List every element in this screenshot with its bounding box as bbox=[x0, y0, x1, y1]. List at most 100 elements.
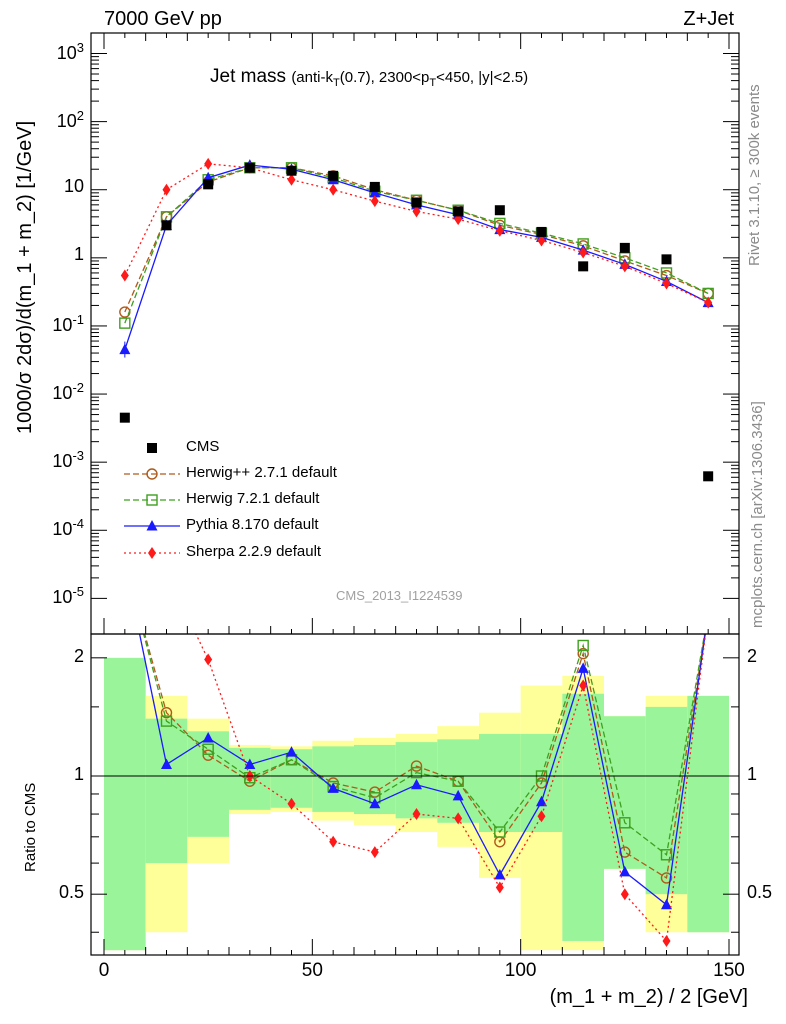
ratio-y-axis-label: Ratio to CMS bbox=[22, 782, 39, 872]
cms-point-4 bbox=[286, 165, 297, 176]
title-sub: (anti-kT(0.7), 2300<pT<450, |y|<2.5) bbox=[291, 69, 529, 89]
ratio-1-point-13 bbox=[660, 849, 673, 861]
cms-point-12 bbox=[619, 242, 630, 253]
band-stat-bin-2 bbox=[187, 731, 229, 837]
x-axis-label: (m_1 + m_2) / 2 [GeV] bbox=[549, 986, 748, 1008]
ratio-2-point-13 bbox=[661, 898, 672, 910]
ratio-2-point-7 bbox=[411, 778, 422, 790]
cms-point-0 bbox=[119, 412, 130, 423]
series-3-point-12 bbox=[620, 260, 629, 273]
ratio-2-point-1 bbox=[161, 758, 172, 769]
series-line-0 bbox=[124, 167, 709, 313]
ratio-tick-label-left-0: 0.5 bbox=[58, 882, 84, 903]
ratio-2-point-2 bbox=[202, 731, 214, 743]
y-tick-label-7: 102 bbox=[56, 107, 84, 131]
y-tick-label-5: 1 bbox=[73, 243, 84, 264]
series-3-point-10 bbox=[537, 234, 546, 247]
ratio-frame bbox=[90, 633, 740, 956]
ratio-1-point-1 bbox=[160, 715, 173, 727]
cms-point-10 bbox=[536, 226, 547, 237]
ratio-1-point-11 bbox=[577, 639, 589, 652]
legend-label-herwigpp: Herwig++ 2.7.1 default bbox=[186, 464, 337, 481]
uncertainty-bands bbox=[104, 657, 729, 951]
series-3-point-13 bbox=[662, 277, 671, 290]
band-stat-bin-1 bbox=[145, 718, 188, 864]
cms-point-9 bbox=[494, 205, 505, 216]
series-3-point-9 bbox=[495, 224, 504, 237]
band-stat-bin-0 bbox=[104, 657, 146, 951]
series-3-point-7 bbox=[412, 205, 421, 218]
legend-marker-0 bbox=[146, 468, 158, 480]
ratio-1-point-9 bbox=[494, 826, 506, 838]
ratio-3-point-7 bbox=[412, 808, 421, 821]
cms-point-3 bbox=[244, 162, 255, 173]
legend-label-cms: CMS bbox=[186, 438, 220, 455]
series-3-point-5 bbox=[329, 183, 338, 196]
ratio-3-point-10 bbox=[537, 810, 546, 823]
mcplots-reference-label: mcplots.cern.ch [arXiv:1306.3436] bbox=[749, 401, 766, 628]
cms-point-6 bbox=[369, 181, 380, 192]
ratio-2-point-12 bbox=[619, 865, 631, 877]
cms-point-14 bbox=[703, 471, 714, 482]
y-tick-label-3: 10-2 bbox=[52, 380, 84, 404]
ratio-0-point-2 bbox=[202, 749, 214, 761]
ratio-2-point-4 bbox=[286, 746, 297, 757]
cms-point-8 bbox=[453, 206, 464, 217]
cms-point-7 bbox=[411, 197, 422, 208]
y-tick-label-0: 10-5 bbox=[52, 584, 84, 608]
y-tick-label-4: 10-1 bbox=[52, 311, 84, 335]
ratio-0-point-13 bbox=[660, 872, 673, 884]
header-left-label: 7000 GeV pp bbox=[104, 8, 222, 30]
ratio-0-point-7 bbox=[410, 760, 423, 772]
rivet-version-label: Rivet 3.1.10, ≥ 300k events bbox=[746, 84, 763, 266]
ratio-tick-label-right-2: 2 bbox=[747, 645, 758, 666]
x-tick-label-3: 150 bbox=[713, 960, 745, 981]
y-tick-label-2: 10-3 bbox=[52, 448, 84, 472]
band-stat-bin-9 bbox=[479, 733, 521, 833]
ratio-tick-label-right-0: 0.5 bbox=[747, 882, 773, 903]
band-stat-bin-12 bbox=[604, 716, 646, 869]
ratio-2-point-8 bbox=[452, 789, 464, 801]
ratio-3-point-6 bbox=[370, 846, 379, 859]
band-stat-bin-5 bbox=[312, 746, 354, 812]
ratio-tick-label-right-1: 1 bbox=[747, 764, 758, 784]
series-3-point-4 bbox=[287, 173, 296, 186]
x-tick-label-1: 50 bbox=[301, 960, 323, 981]
band-stat-bin-13 bbox=[645, 706, 688, 895]
ratio-line-3 bbox=[195, 634, 707, 943]
series-3-point-1 bbox=[162, 183, 171, 196]
cms-point-2 bbox=[203, 179, 214, 190]
ratio-1-point-12 bbox=[619, 817, 631, 829]
ratio-2-point-10 bbox=[536, 795, 547, 807]
cms-point-5 bbox=[328, 170, 339, 181]
legend-marker-1 bbox=[146, 494, 158, 506]
axis-ticks bbox=[91, 33, 739, 955]
ratio-3-point-12 bbox=[620, 888, 629, 901]
ratio-0-point-1 bbox=[160, 706, 173, 719]
series-line-1 bbox=[124, 167, 709, 324]
legend-marker-cms bbox=[147, 443, 157, 453]
ratio-2-point-9 bbox=[494, 868, 506, 880]
y-tick-label-1: 10-4 bbox=[52, 516, 84, 540]
ratio-1-point-2 bbox=[202, 743, 214, 755]
series-3-point-0 bbox=[120, 269, 129, 282]
ratio-2-point-3 bbox=[244, 758, 256, 769]
series-3-point-6 bbox=[370, 195, 379, 208]
cms-point-13 bbox=[661, 254, 672, 265]
ratio-2-point-6 bbox=[369, 797, 381, 809]
ratio-3-point-2 bbox=[204, 653, 213, 666]
ratio-line-1 bbox=[142, 634, 706, 856]
band-stat-bin-11 bbox=[562, 693, 604, 941]
ratio-3-point-4 bbox=[287, 797, 296, 810]
ratio-3-point-9 bbox=[495, 881, 504, 894]
legend-marker-2 bbox=[146, 520, 158, 531]
ratio-series-group bbox=[138, 634, 707, 947]
y-axis-label: 1000/σ 2dσ)/d(m_1 + m_2) [1/GeV] bbox=[14, 120, 36, 434]
ratio-2-point-11 bbox=[577, 662, 589, 673]
y-tick-label-8: 103 bbox=[56, 39, 84, 63]
ratio-3-point-13 bbox=[662, 934, 671, 947]
y-tick-label-6: 10 bbox=[63, 175, 84, 196]
ratio-3-point-11 bbox=[579, 679, 588, 692]
legend-label-herwig7: Herwig 7.2.1 default bbox=[186, 490, 320, 507]
